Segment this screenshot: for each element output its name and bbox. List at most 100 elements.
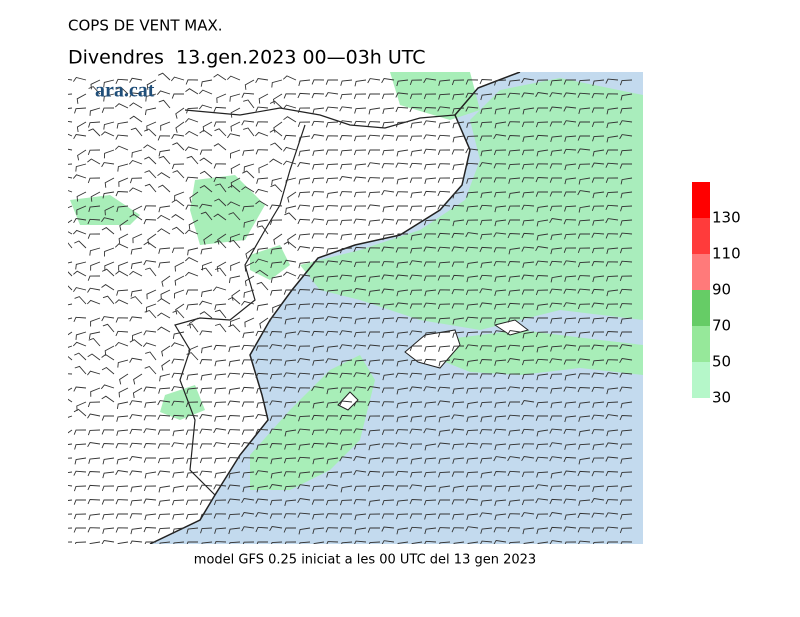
wind-barb bbox=[367, 121, 381, 127]
wind-barb bbox=[143, 527, 157, 533]
wind-barb bbox=[325, 302, 339, 309]
wind-barb bbox=[270, 457, 283, 465]
wind-barb bbox=[592, 401, 605, 408]
wind-barb bbox=[367, 415, 381, 421]
wind-barb bbox=[129, 470, 143, 476]
wind-barb bbox=[76, 401, 87, 412]
wind-barb bbox=[578, 443, 591, 450]
wind-barb bbox=[311, 303, 325, 309]
wind-barb bbox=[423, 275, 437, 281]
wind-barb bbox=[465, 219, 479, 226]
wind-barb bbox=[282, 75, 297, 81]
wind-barb bbox=[354, 513, 367, 521]
wind-barb bbox=[451, 373, 465, 379]
wind-barb bbox=[423, 499, 437, 506]
wind-barb bbox=[242, 485, 255, 493]
wind-barb bbox=[381, 163, 395, 169]
wind-barb bbox=[480, 149, 493, 157]
wind-barb bbox=[199, 428, 213, 434]
wind-barb bbox=[213, 163, 227, 169]
wind-barb bbox=[493, 232, 507, 238]
wind-barb bbox=[424, 331, 437, 338]
wind-barb bbox=[509, 541, 521, 544]
wind-barb bbox=[115, 330, 129, 337]
wind-barb bbox=[229, 233, 241, 243]
wind-barb bbox=[157, 326, 171, 333]
wind-barb bbox=[157, 513, 171, 520]
wind-barb bbox=[465, 246, 479, 252]
wind-barb bbox=[297, 345, 311, 352]
wind-barb bbox=[508, 499, 521, 507]
wind-barb bbox=[437, 499, 451, 505]
wind-barb bbox=[241, 498, 255, 504]
wind-barb bbox=[311, 499, 324, 505]
wind-barb bbox=[423, 134, 437, 140]
wind-barb bbox=[424, 401, 437, 408]
wind-barb bbox=[73, 218, 87, 224]
wind-barb bbox=[198, 89, 213, 95]
wind-barb bbox=[507, 414, 521, 420]
wind-barb bbox=[619, 232, 633, 238]
wind-barb bbox=[297, 401, 311, 407]
wind-barb bbox=[480, 415, 493, 423]
wind-barb bbox=[88, 513, 101, 521]
wind-barb bbox=[87, 177, 101, 184]
wind-barb bbox=[73, 499, 86, 505]
wind-barb bbox=[537, 541, 549, 544]
wind-barb bbox=[68, 242, 73, 249]
wind-barb bbox=[299, 541, 311, 544]
wind-barb bbox=[619, 471, 633, 478]
wind-barb bbox=[522, 191, 535, 198]
wind-barb bbox=[381, 429, 395, 435]
wind-barb bbox=[605, 414, 619, 420]
wind-barb bbox=[411, 541, 423, 544]
wind-barb bbox=[591, 107, 604, 113]
wind-barb bbox=[451, 471, 464, 477]
wind-barb bbox=[230, 121, 241, 132]
wind-barb bbox=[228, 387, 241, 395]
wind-barb bbox=[381, 499, 395, 506]
wind-barb bbox=[451, 414, 465, 420]
wind-barb bbox=[256, 485, 269, 493]
wind-barb bbox=[213, 213, 227, 221]
wind-barb bbox=[186, 457, 199, 464]
wind-barb bbox=[578, 457, 591, 465]
wind-barb bbox=[241, 401, 254, 407]
wind-barb bbox=[564, 513, 577, 521]
wind-barb bbox=[563, 79, 577, 85]
wind-barb bbox=[424, 513, 437, 520]
wind-barb bbox=[255, 372, 269, 379]
wind-barb bbox=[479, 331, 492, 337]
wind-barb bbox=[619, 275, 633, 282]
wind-barb bbox=[550, 149, 563, 157]
wind-barb bbox=[507, 386, 521, 392]
wind-barb bbox=[507, 373, 521, 379]
wind-barb bbox=[199, 157, 213, 165]
wind-barb bbox=[578, 429, 591, 437]
wind-barb bbox=[577, 512, 591, 519]
wind-barb bbox=[381, 471, 395, 478]
wind-barb bbox=[535, 289, 549, 296]
wind-barb bbox=[577, 261, 591, 268]
wind-barb bbox=[87, 353, 101, 361]
wind-barb bbox=[493, 372, 507, 378]
wind-barb bbox=[424, 443, 437, 451]
wind-barb bbox=[522, 261, 535, 268]
wind-barb bbox=[227, 415, 241, 421]
wind-barb bbox=[466, 191, 479, 198]
wind-barb bbox=[144, 365, 157, 375]
wind-barb bbox=[74, 541, 87, 544]
wind-barb bbox=[297, 218, 311, 225]
wind-barb bbox=[423, 148, 437, 154]
wind-barb bbox=[144, 471, 157, 479]
wind-barb bbox=[535, 513, 549, 519]
wind-barb bbox=[326, 191, 339, 199]
wind-barb bbox=[171, 93, 184, 99]
wind-barb bbox=[437, 442, 451, 448]
wind-barb bbox=[409, 386, 423, 392]
wind-barb bbox=[535, 317, 549, 323]
wind-barb bbox=[353, 261, 367, 268]
wind-barb bbox=[116, 121, 129, 129]
wind-barb bbox=[480, 107, 493, 115]
wind-barb bbox=[465, 92, 479, 98]
